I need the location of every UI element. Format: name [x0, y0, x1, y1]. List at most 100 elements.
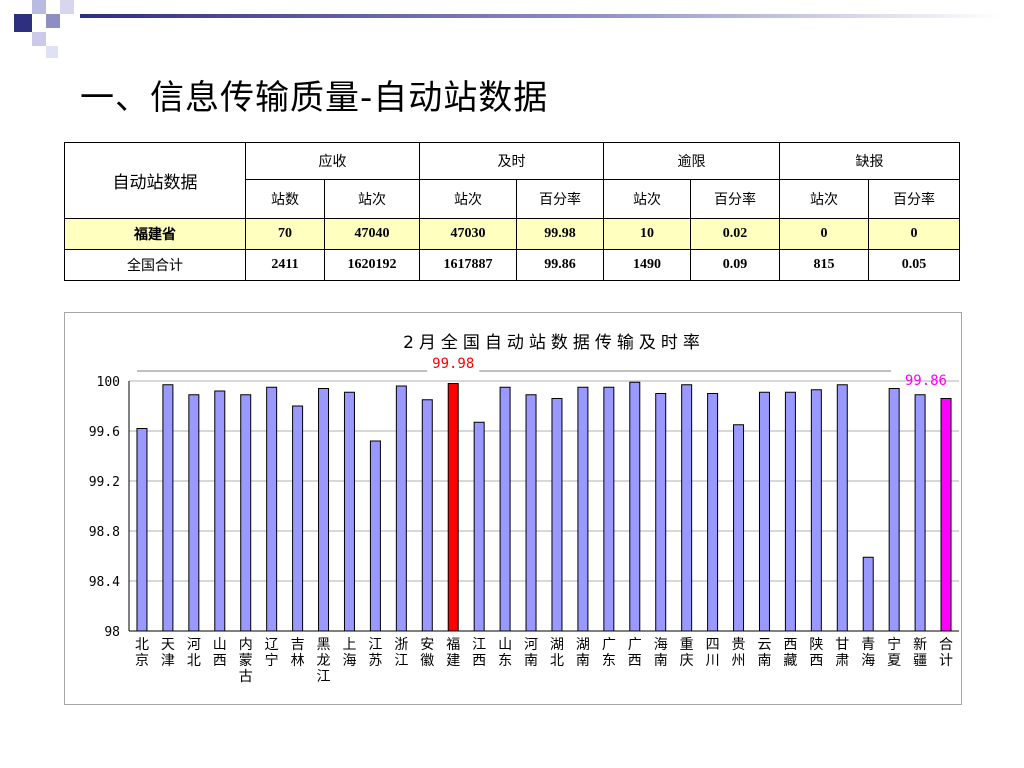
row-label: 福建省 — [64, 218, 246, 250]
x-tick-label: 宁 — [265, 652, 279, 669]
table-cell: 10 — [603, 218, 691, 250]
annotation-label: 99.86 — [905, 373, 947, 389]
x-tick-label: 河 — [524, 637, 538, 653]
x-tick-label: 东 — [602, 653, 616, 669]
x-tick-label: 江 — [394, 653, 408, 669]
y-tick-label: 100 — [97, 375, 120, 390]
x-tick-label: 浙 — [394, 637, 408, 653]
bar-江西 — [473, 421, 485, 632]
table-cell: 0.09 — [690, 249, 780, 281]
table-cell: 70 — [245, 218, 325, 250]
x-tick-label: 西 — [472, 653, 486, 669]
x-tick-label: 南 — [576, 653, 590, 669]
table-corner-header: 自动站数据 — [64, 142, 246, 219]
table-cell: 47030 — [419, 218, 517, 250]
x-tick-label: 云 — [757, 637, 771, 653]
chart-container: 2月全国自动站数据传输及时率 98 98.4 98.8 99.2 99.6 100 北京天津河… — [64, 312, 962, 705]
table-cell: 1617887 — [419, 249, 517, 281]
table-cell: 99.86 — [516, 249, 604, 281]
x-tick-label: 广 — [602, 637, 616, 653]
x-tick-label: 海 — [861, 653, 875, 669]
sub-header: 百分率 — [868, 179, 960, 219]
table-cell: 0.02 — [690, 218, 780, 250]
group-header: 应收 — [245, 142, 420, 180]
sub-header: 百分率 — [516, 179, 604, 219]
x-tick-label: 古 — [239, 669, 253, 685]
bar-天津 — [162, 384, 174, 632]
bar-广西 — [629, 381, 641, 632]
table-cell: 2411 — [245, 249, 325, 281]
bar-四川 — [707, 393, 719, 632]
x-tick-label: 北 — [550, 653, 564, 669]
chart-title: 2月全国自动站数据传输及时率 — [403, 333, 705, 353]
x-tick-label: 广 — [628, 637, 642, 653]
x-tick-label: 黑 — [317, 637, 331, 653]
bar-福建 — [447, 383, 459, 632]
x-tick-label: 安 — [420, 637, 434, 653]
x-tick-label: 贵 — [732, 637, 746, 653]
x-tick-label: 天 — [161, 637, 175, 653]
table-row: 全国合计 2411 1620192 1617887 99.86 1490 0.0… — [64, 249, 960, 281]
annotation-label: 99.98 — [432, 356, 474, 372]
x-tick-label: 青 — [861, 637, 875, 653]
x-tick-label: 甘 — [835, 637, 849, 653]
row-label: 全国合计 — [64, 249, 246, 281]
bar-湖南 — [577, 386, 589, 632]
y-tick-label: 99.6 — [89, 425, 120, 440]
bar-重庆 — [681, 384, 693, 632]
bar-河北 — [188, 394, 200, 632]
bar-青海 — [862, 556, 874, 632]
x-tick-label: 北 — [135, 637, 149, 653]
x-tick-label: 苏 — [368, 653, 382, 669]
table-cell: 1620192 — [324, 249, 420, 281]
bar-贵州 — [733, 424, 745, 632]
bar-浙江 — [395, 385, 407, 632]
x-tick-label: 蒙 — [239, 653, 253, 669]
x-tick-label: 夏 — [887, 653, 901, 669]
bar-chart: 2月全国自动站数据传输及时率9898.498.899.299.6100北京天津河… — [89, 333, 959, 685]
bar-安徽 — [421, 399, 433, 632]
bar-吉林 — [292, 405, 304, 632]
bar-上海 — [343, 391, 355, 632]
x-tick-label: 宁 — [887, 636, 901, 653]
corner-decoration — [0, 0, 80, 60]
x-tick-label: 上 — [342, 637, 356, 653]
sub-header: 百分率 — [690, 179, 780, 219]
group-header: 缺报 — [779, 142, 960, 180]
table-cell: 0 — [779, 218, 869, 250]
y-tick-label: 98 — [104, 625, 120, 640]
table-cell: 47040 — [324, 218, 420, 250]
sub-header: 站数 — [245, 179, 325, 219]
sub-header: 站次 — [324, 179, 420, 219]
bar-内蒙古 — [240, 394, 252, 632]
table-cell: 0 — [868, 218, 960, 250]
x-tick-label: 川 — [706, 653, 720, 669]
x-tick-label: 吉 — [291, 637, 305, 653]
x-tick-label: 西 — [809, 653, 823, 669]
x-tick-label: 南 — [524, 653, 538, 669]
x-tick-label: 西 — [783, 637, 797, 653]
table-cell: 815 — [779, 249, 869, 281]
sub-header: 站次 — [419, 179, 517, 219]
bar-山西 — [214, 390, 226, 632]
x-tick-label: 湖 — [576, 637, 590, 653]
x-tick-label: 福 — [446, 637, 460, 653]
x-tick-label: 海 — [654, 637, 668, 653]
page-title: 一、信息传输质量-自动站数据 — [80, 78, 549, 118]
x-tick-label: 四 — [706, 637, 720, 653]
y-tick-label: 98.8 — [89, 525, 120, 540]
x-tick-label: 内 — [239, 637, 253, 653]
x-tick-label: 陕 — [809, 637, 823, 653]
x-tick-label: 海 — [342, 653, 356, 669]
bar-宁夏 — [888, 388, 900, 632]
x-tick-label: 南 — [654, 653, 668, 669]
table-cell: 99.98 — [516, 218, 604, 250]
table-cell: 0.05 — [868, 249, 960, 281]
table-row: 福建省 70 47040 47030 99.98 10 0.02 0 0 — [64, 218, 960, 250]
bar-新疆 — [914, 394, 926, 632]
x-tick-label: 计 — [939, 653, 953, 669]
x-tick-label: 龙 — [317, 653, 331, 669]
bar-云南 — [758, 391, 770, 632]
bar-黑龙江 — [318, 388, 330, 632]
bar-河南 — [525, 394, 537, 632]
